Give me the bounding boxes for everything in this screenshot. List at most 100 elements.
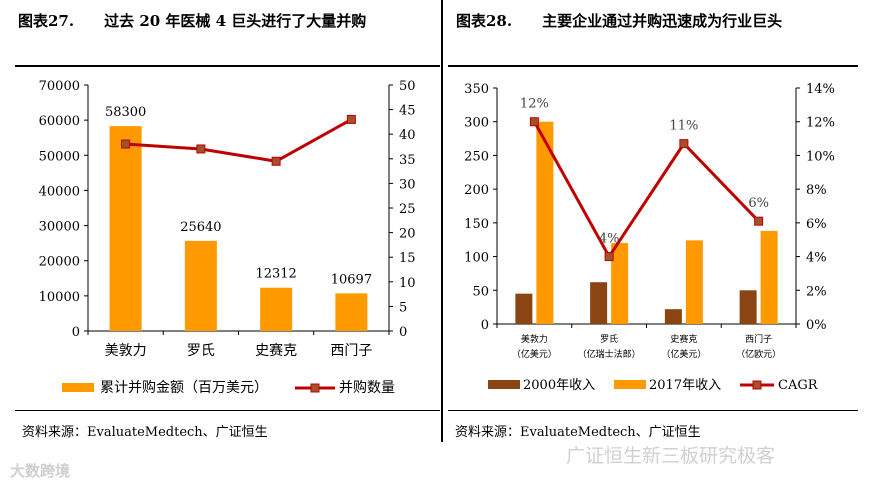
left-category-label: 美敦力	[105, 343, 147, 359]
left-legend-line-marker	[310, 383, 320, 393]
right-y-tick-label: 250	[464, 149, 489, 164]
right-y-tick-label: 0	[481, 318, 489, 333]
top-rule-left	[15, 65, 440, 67]
right-category-sublabel: （亿美元）	[661, 348, 706, 360]
right-y-tick-label: 50	[472, 284, 489, 299]
right-bar-2017	[611, 243, 629, 324]
top-rule-right	[448, 65, 858, 67]
left-bar	[260, 287, 293, 331]
right-title-text: 主要企业通过并购迅速成为行业巨头	[542, 12, 783, 30]
left-y2-tick-label: 50	[399, 79, 416, 94]
left-y-tick-label: 0	[72, 325, 80, 340]
right-y2-tick-label: 10%	[806, 149, 835, 164]
left-y2-tick-label: 25	[399, 202, 416, 217]
right-legend-2017-label: 2017年收入	[649, 378, 721, 393]
right-legend-2017-swatch	[614, 380, 646, 389]
right-cagr-marker	[604, 252, 614, 262]
right-source: 资料来源：EvaluateMedtech、广证恒生	[455, 425, 701, 440]
right-bar-2017	[760, 230, 778, 324]
left-category-label: 西门子	[330, 343, 372, 359]
center-divider	[441, 0, 443, 442]
right-y-tick-label: 300	[464, 116, 489, 131]
right-chart-title: 图表28. 主要企业通过并购迅速成为行业巨头	[456, 8, 846, 34]
left-y-tick-label: 30000	[39, 220, 80, 235]
left-legend-bar-swatch	[62, 383, 94, 392]
right-category-label: 西门子	[745, 333, 772, 345]
left-bar	[109, 126, 142, 331]
left-y2-tick-label: 30	[399, 177, 416, 192]
right-y2-tick-label: 4%	[806, 251, 827, 266]
right-y-tick-label: 200	[464, 183, 489, 198]
left-y-tick-label: 40000	[39, 184, 80, 199]
left-y2-tick-label: 10	[399, 276, 416, 291]
bottom-rule-left	[15, 410, 440, 411]
left-bar	[335, 293, 368, 331]
right-legend-cagr-marker	[752, 380, 762, 390]
right-cagr-marker	[754, 216, 764, 226]
left-y2-tick-label: 35	[399, 153, 416, 168]
right-cagr-data-label: 4%	[599, 232, 620, 247]
right-y-tick-label: 100	[464, 251, 489, 266]
right-legend-2000-swatch	[488, 380, 520, 389]
right-legend-cagr-label: CAGR	[778, 378, 819, 393]
watermark-left: 大数跨境	[10, 462, 71, 480]
left-y-tick-label: 50000	[39, 149, 80, 164]
left-legend-bar-label: 累计并购金额（百万美元）	[100, 380, 268, 396]
right-bar-2017	[536, 121, 554, 324]
left-category-label: 史赛克	[255, 343, 297, 359]
left-title-number: 图表27.	[18, 12, 75, 30]
bottom-rule-right	[448, 410, 858, 411]
right-category-sublabel: （亿美元）	[512, 348, 557, 360]
left-line-series	[125, 118, 353, 163]
right-legend-2000-label: 2000年收入	[523, 378, 595, 393]
left-y2-tick-label: 15	[399, 251, 416, 266]
left-y-tick-label: 20000	[39, 255, 80, 270]
left-line-marker	[346, 114, 356, 124]
left-bar	[184, 240, 217, 331]
right-cagr-data-label: 6%	[748, 196, 769, 211]
left-bar-data-label: 12312	[255, 267, 296, 282]
left-y2-tick-label: 0	[399, 325, 407, 340]
right-cagr-data-label: 11%	[669, 119, 698, 134]
left-legend-line-label: 并购数量	[339, 380, 395, 396]
left-line-marker	[121, 139, 131, 149]
left-chart-title: 图表27. 过去 20 年医械 4 巨头进行了大量并购	[18, 8, 428, 34]
right-y2-tick-label: 2%	[806, 284, 827, 299]
right-cagr-data-label: 12%	[520, 97, 549, 112]
right-category-sublabel: （亿瑞士法郎）	[578, 348, 641, 360]
right-bar-2000	[515, 293, 533, 324]
right-bar-2017	[685, 240, 703, 324]
left-y2-tick-label: 40	[399, 128, 416, 143]
right-bar-2000	[739, 290, 757, 324]
right-cagr-marker	[679, 139, 689, 149]
left-y-tick-label: 10000	[39, 290, 80, 305]
left-bar-data-label: 25640	[180, 220, 221, 235]
left-y2-tick-label: 20	[399, 227, 416, 242]
left-y2-tick-label: 45	[399, 104, 416, 119]
left-source: 资料来源：EvaluateMedtech、广证恒生	[22, 425, 268, 440]
left-bar-data-label: 10697	[331, 272, 372, 287]
right-category-sublabel: （亿欧元）	[736, 348, 781, 360]
left-title-text: 过去 20 年医械 4 巨头进行了大量并购	[104, 12, 367, 30]
left-y-tick-label: 60000	[39, 114, 80, 129]
right-cagr-marker	[529, 117, 539, 127]
left-y-tick-label: 70000	[39, 79, 80, 94]
left-bar-data-label: 58300	[105, 105, 146, 120]
right-bar-2000	[590, 282, 608, 324]
right-category-label: 美敦力	[521, 333, 548, 345]
right-title-number: 图表28.	[456, 12, 513, 30]
right-category-label: 史赛克	[670, 333, 697, 345]
right-y-tick-label: 350	[464, 82, 489, 97]
left-line-marker	[271, 156, 281, 166]
left-line-marker	[196, 144, 206, 154]
right-y2-tick-label: 6%	[806, 217, 827, 232]
right-y2-tick-label: 12%	[806, 116, 835, 131]
right-y2-tick-label: 14%	[806, 82, 835, 97]
right-y2-tick-label: 0%	[806, 318, 827, 333]
watermark-right: 广证恒生新三板研究极客	[566, 445, 776, 467]
right-y2-tick-label: 8%	[806, 183, 827, 198]
right-y-tick-label: 150	[464, 217, 489, 232]
right-cagr-line	[533, 120, 760, 260]
left-category-label: 罗氏	[187, 343, 215, 359]
